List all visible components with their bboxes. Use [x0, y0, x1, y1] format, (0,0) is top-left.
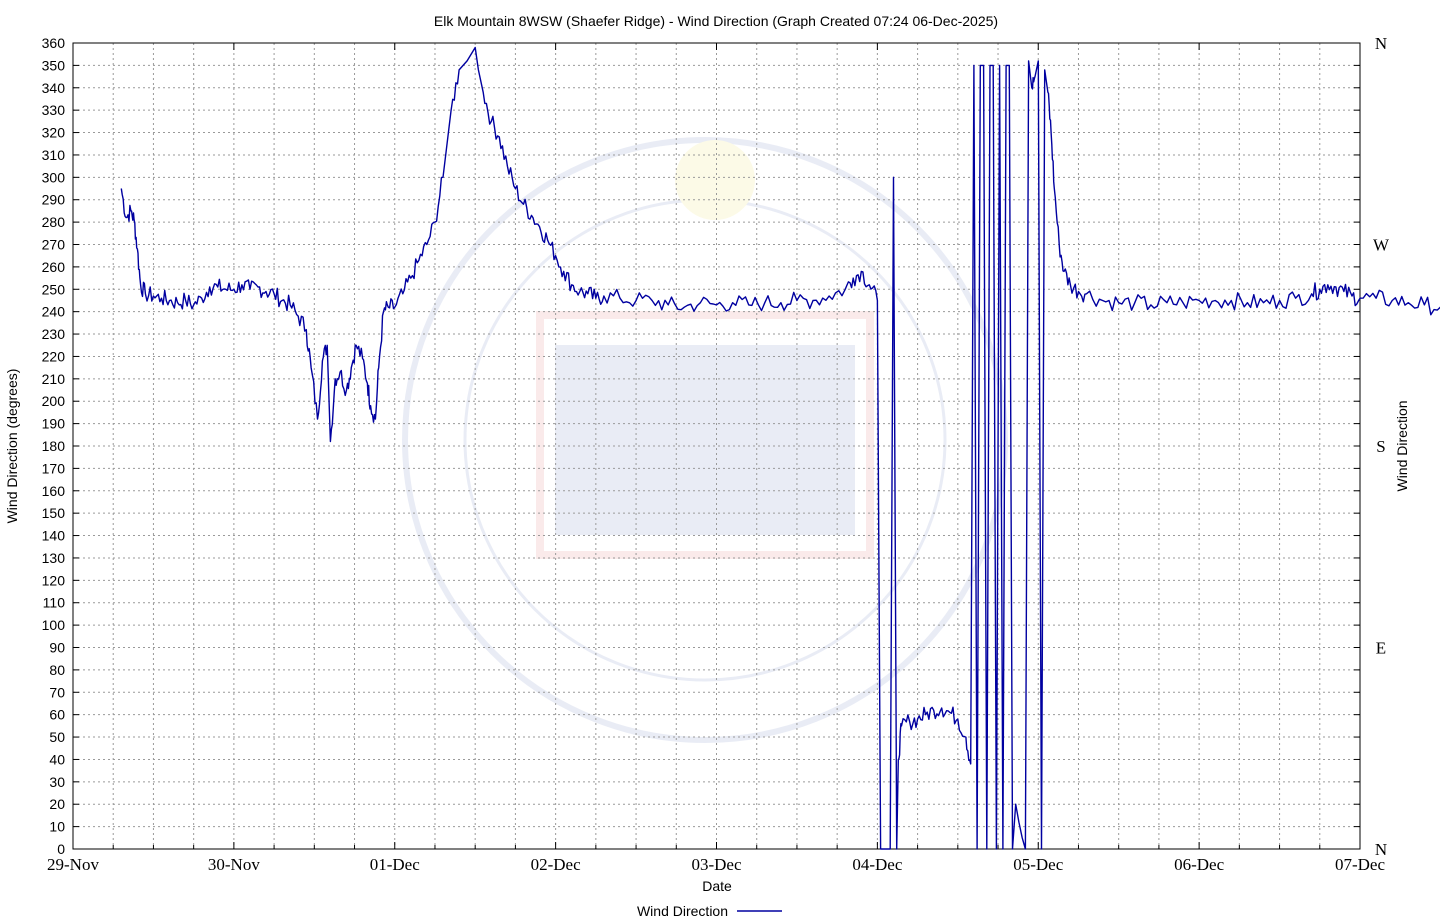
y-tick-label: 120 [42, 572, 66, 588]
y-tick-label: 130 [42, 550, 66, 566]
x-tick-label: 04-Dec [852, 855, 902, 874]
y-tick-label: 340 [42, 80, 66, 96]
y-tick-label: 200 [42, 393, 66, 409]
y-tick-label: 280 [42, 214, 66, 230]
y-tick-label: 310 [42, 147, 66, 163]
y2-axis-label: Wind Direction [1394, 400, 1410, 491]
legend: Wind Direction [637, 903, 782, 919]
grid-lines [73, 43, 1360, 849]
x-tick-label: 03-Dec [691, 855, 741, 874]
y-tick-label: 330 [42, 102, 66, 118]
y-tick-label: 250 [42, 281, 66, 297]
y-tick-label: 170 [42, 460, 66, 476]
y-tick-label: 80 [49, 662, 65, 678]
compass-label: N [1375, 840, 1387, 859]
compass-label: N [1375, 34, 1387, 53]
compass-label: S [1376, 437, 1385, 456]
y-tick-label: 210 [42, 371, 66, 387]
y-axis-label: Wind Direction (degrees) [4, 369, 20, 524]
y-tick-label: 270 [42, 237, 66, 253]
y-tick-label: 10 [49, 819, 65, 835]
compass-label: W [1373, 236, 1390, 255]
y-tick-label: 70 [49, 684, 65, 700]
y-tick-label: 90 [49, 640, 65, 656]
x-tick-label: 02-Dec [531, 855, 581, 874]
y-tick-label: 30 [49, 774, 65, 790]
legend-label: Wind Direction [637, 903, 728, 919]
x-tick-label: 01-Dec [370, 855, 420, 874]
y-tick-label: 290 [42, 192, 66, 208]
x-axis-label: Date [702, 878, 732, 894]
wind-direction-series-line [120, 46, 1440, 850]
y-tick-label: 20 [49, 796, 65, 812]
y-tick-label: 150 [42, 505, 66, 521]
y-tick-label: 190 [42, 416, 66, 432]
compass-label: E [1376, 639, 1386, 658]
compass-axis-labels: N W S E N [1373, 34, 1390, 859]
y-tick-label: 180 [42, 438, 66, 454]
y-tick-label: 110 [43, 595, 66, 611]
y-tick-label: 0 [57, 841, 65, 857]
x-axis-ticks: 29-Nov 30-Nov 01-Dec 02-Dec 03-Dec 04-Dec 05-D… [47, 43, 1385, 874]
series-layer [120, 46, 1440, 850]
y-tick-label: 300 [42, 169, 66, 185]
x-tick-label: 06-Dec [1174, 855, 1224, 874]
y-tick-label: 220 [42, 348, 66, 364]
y-tick-label: 350 [42, 57, 66, 73]
x-tick-label: 29-Nov [47, 855, 99, 874]
y-tick-label: 160 [42, 483, 66, 499]
mesonet-watermark [402, 137, 1008, 743]
y-tick-label: 40 [49, 751, 65, 767]
y-tick-label: 360 [42, 35, 66, 51]
y-tick-label: 230 [42, 326, 66, 342]
y-tick-label: 320 [42, 125, 66, 141]
y-axis-ticks: 0 10 20 30 40 50 60 70 80 90 100 110 120 130 140 150 160… [42, 35, 1360, 857]
x-tick-label: 30-Nov [208, 855, 260, 874]
x-tick-label: 05-Dec [1013, 855, 1063, 874]
y-tick-label: 100 [42, 617, 66, 633]
chart-title: Elk Mountain 8WSW (Shaefer Ridge) - Wind… [434, 13, 998, 29]
y-tick-label: 50 [49, 729, 65, 745]
y-tick-label: 260 [42, 259, 66, 275]
y-tick-label: 60 [49, 707, 65, 723]
x-tick-label: 07-Dec [1335, 855, 1385, 874]
y-tick-label: 140 [42, 528, 66, 544]
y-tick-label: 240 [42, 304, 66, 320]
